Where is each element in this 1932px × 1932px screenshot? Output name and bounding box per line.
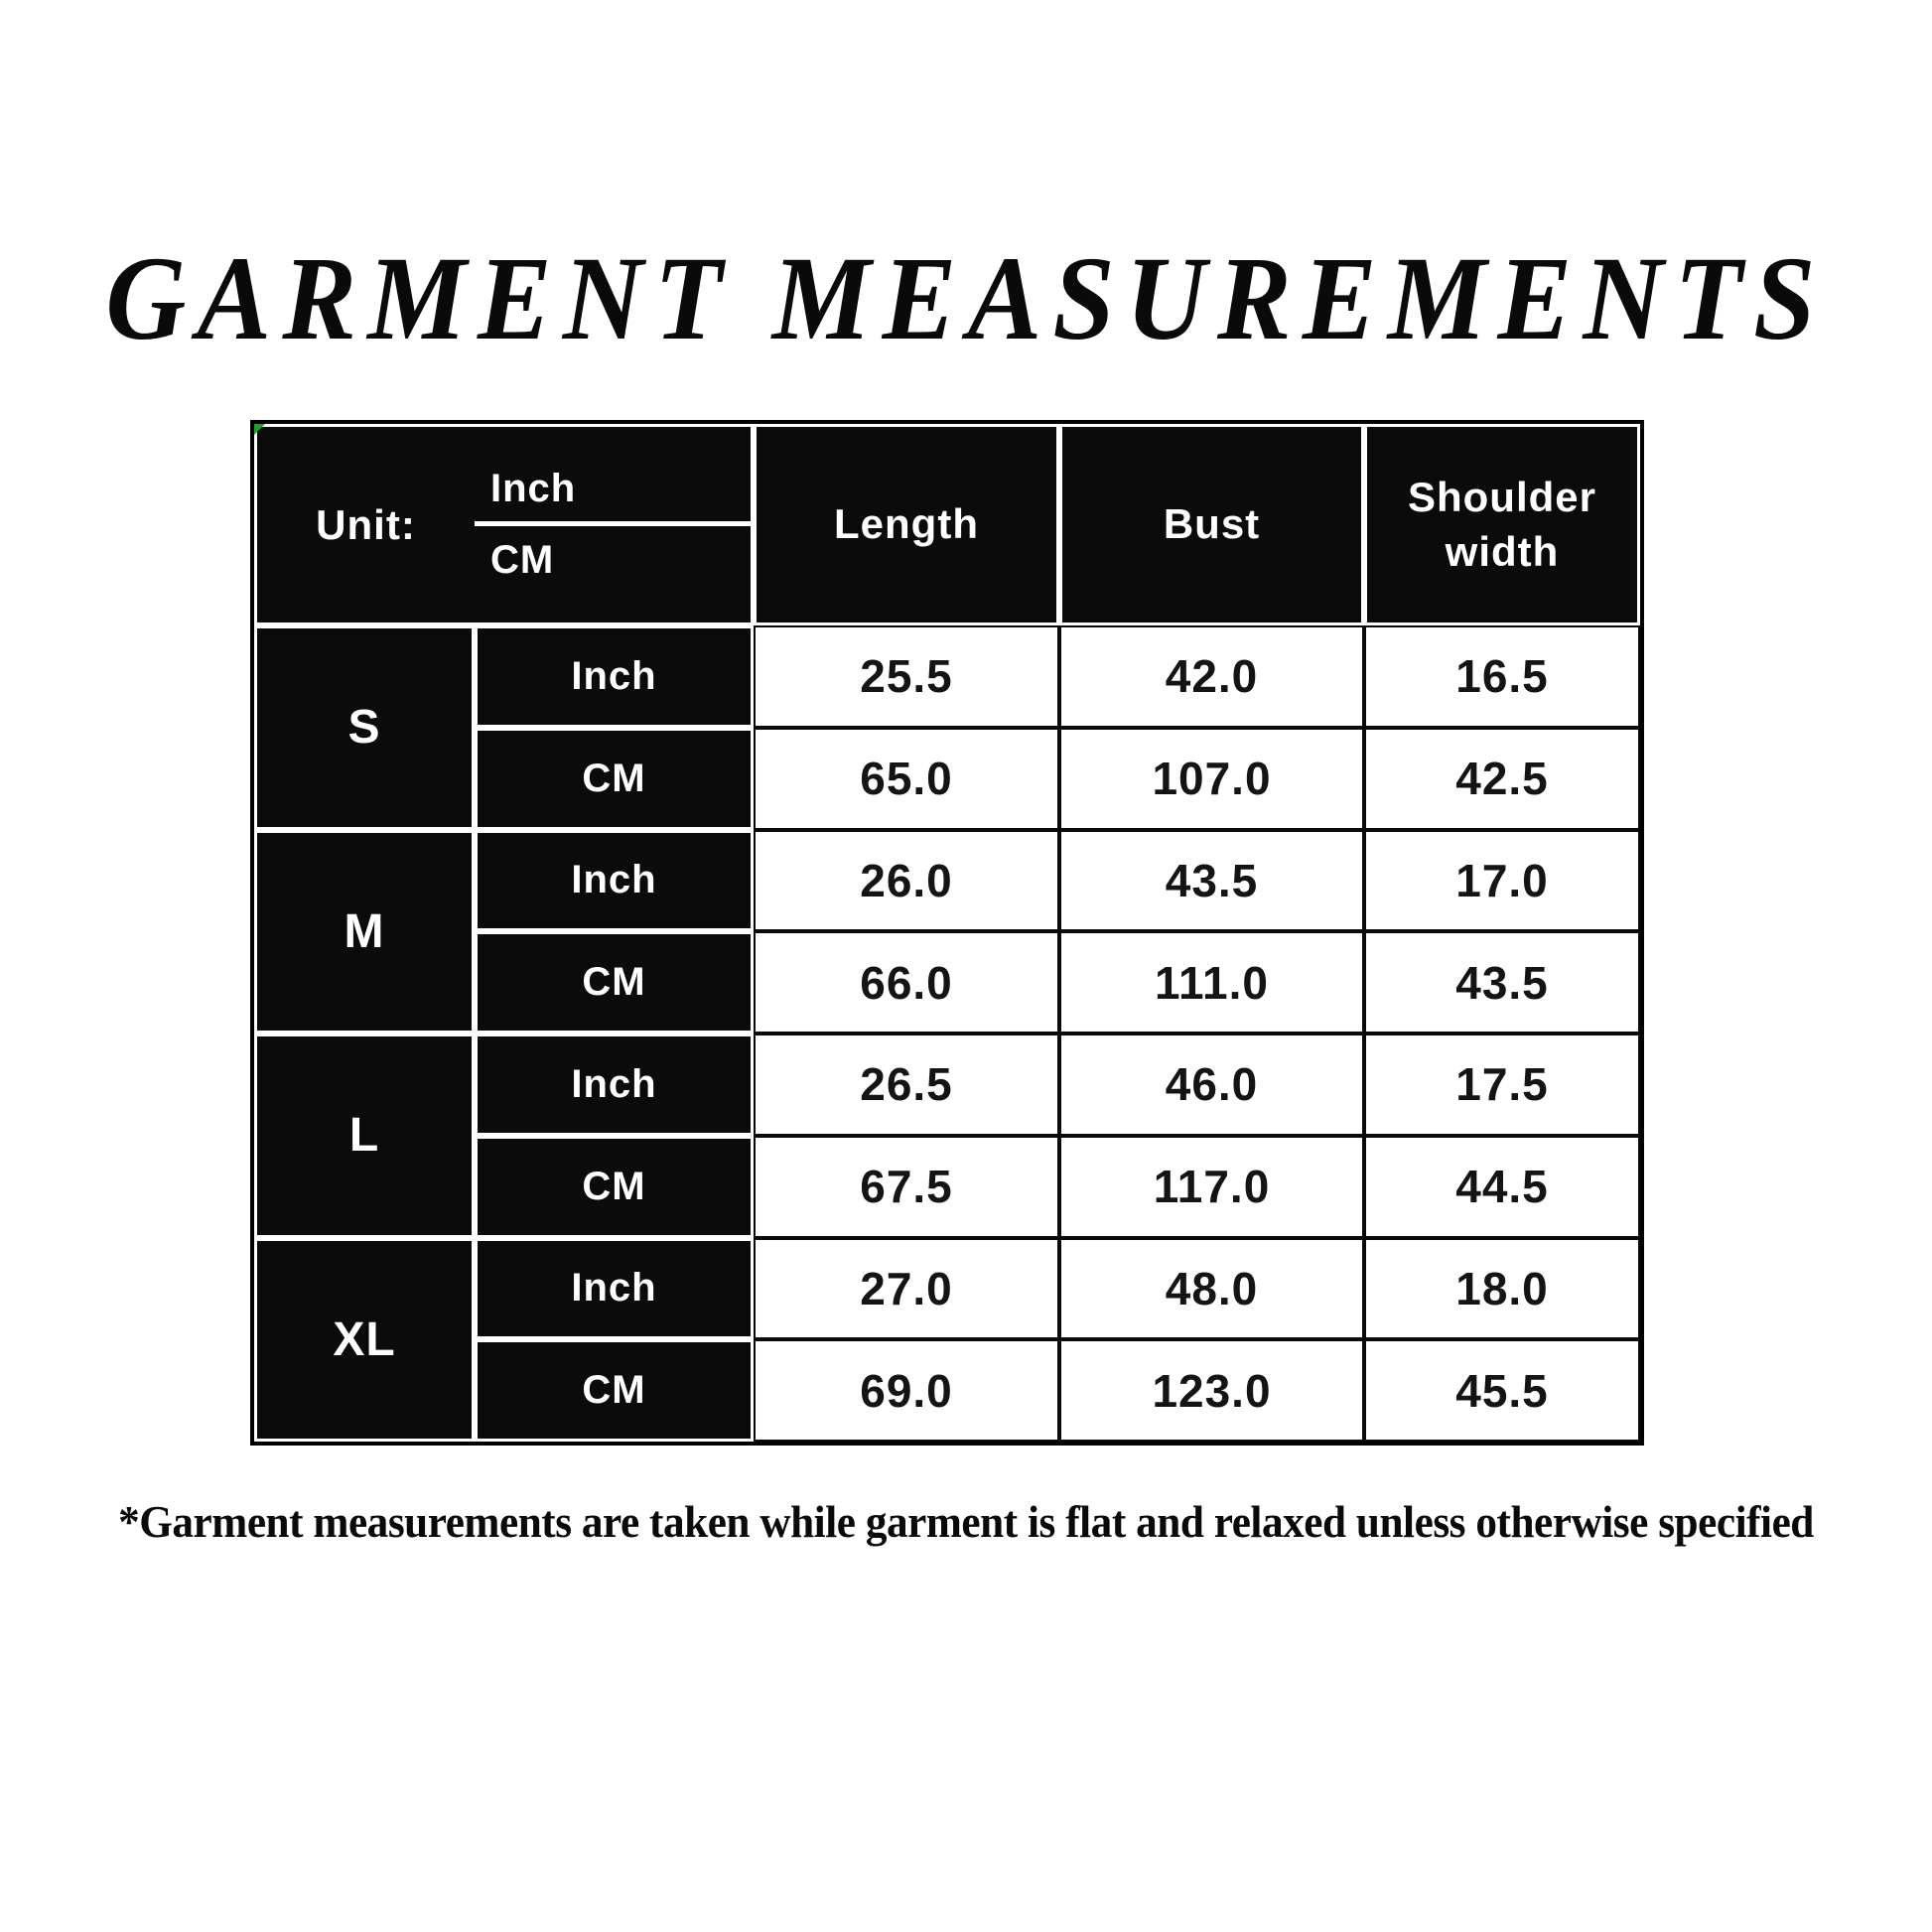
row-m-inch-unit: Inch bbox=[475, 829, 754, 932]
size-label-l: L bbox=[254, 1034, 475, 1238]
measurement-disclaimer: *Garment measurements are taken while ga… bbox=[118, 1496, 1814, 1547]
row-s-cm-bust: 107.0 bbox=[1059, 727, 1364, 830]
size-chart-table: Unit: Inch CM Length Bust Shoulder width… bbox=[250, 420, 1644, 1446]
row-m-inch-shoulder: 17.0 bbox=[1364, 829, 1640, 932]
row-s-inch-shoulder: 16.5 bbox=[1364, 625, 1640, 728]
row-s-cm-unit: CM bbox=[475, 727, 754, 830]
row-m-inch-length: 26.0 bbox=[754, 829, 1059, 932]
row-xl-cm-unit: CM bbox=[475, 1339, 754, 1442]
row-m-inch-bust: 43.5 bbox=[1059, 829, 1364, 932]
row-m-cm-shoulder: 43.5 bbox=[1364, 931, 1640, 1034]
row-s-cm-shoulder: 42.5 bbox=[1364, 727, 1640, 830]
row-xl-cm-bust: 123.0 bbox=[1059, 1339, 1364, 1442]
row-xl-cm-shoulder: 45.5 bbox=[1364, 1339, 1640, 1442]
row-l-inch-bust: 46.0 bbox=[1059, 1034, 1364, 1136]
unit-inch-option: Inch bbox=[475, 467, 751, 526]
header-shoulder-width: Shoulder width bbox=[1364, 424, 1640, 625]
green-corner-marker-icon bbox=[254, 424, 265, 435]
row-l-inch-shoulder: 17.5 bbox=[1364, 1034, 1640, 1136]
page-title: GARMENT MEASUREMENTS bbox=[105, 232, 1827, 366]
row-xl-inch-bust: 48.0 bbox=[1059, 1237, 1364, 1340]
row-l-inch-length: 26.5 bbox=[754, 1034, 1059, 1136]
unit-cm-option: CM bbox=[490, 538, 555, 582]
header-bust: Bust bbox=[1059, 424, 1364, 625]
size-label-s: S bbox=[254, 625, 475, 830]
row-m-cm-unit: CM bbox=[475, 931, 754, 1034]
size-label-m: M bbox=[254, 829, 475, 1034]
row-xl-inch-length: 27.0 bbox=[754, 1237, 1059, 1340]
unit-label: Unit: bbox=[316, 500, 416, 548]
header-length: Length bbox=[754, 424, 1059, 625]
row-s-inch-unit: Inch bbox=[475, 625, 754, 728]
row-l-inch-unit: Inch bbox=[475, 1034, 754, 1136]
row-l-cm-shoulder: 44.5 bbox=[1364, 1135, 1640, 1238]
row-m-cm-length: 66.0 bbox=[754, 931, 1059, 1034]
unit-fraction: Inch CM bbox=[475, 467, 751, 583]
size-label-xl: XL bbox=[254, 1237, 475, 1442]
row-xl-inch-unit: Inch bbox=[475, 1237, 754, 1340]
row-l-cm-unit: CM bbox=[475, 1135, 754, 1238]
row-s-inch-length: 25.5 bbox=[754, 625, 1059, 728]
header-unit-cell: Unit: Inch CM bbox=[254, 424, 754, 625]
row-m-cm-bust: 111.0 bbox=[1059, 931, 1364, 1034]
row-l-cm-length: 67.5 bbox=[754, 1135, 1059, 1238]
row-xl-cm-length: 69.0 bbox=[754, 1339, 1059, 1442]
row-s-inch-bust: 42.0 bbox=[1059, 625, 1364, 728]
row-s-cm-length: 65.0 bbox=[754, 727, 1059, 830]
row-xl-inch-shoulder: 18.0 bbox=[1364, 1237, 1640, 1340]
row-l-cm-bust: 117.0 bbox=[1059, 1135, 1364, 1238]
